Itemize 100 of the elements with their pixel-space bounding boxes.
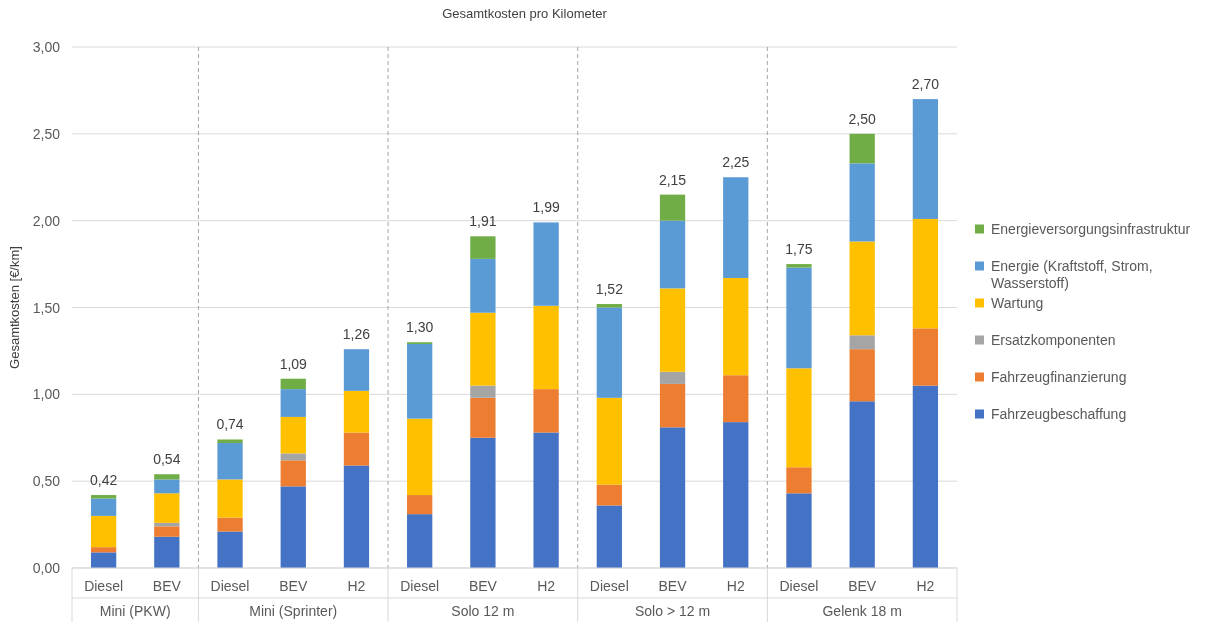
bar — [470, 385, 496, 398]
bar — [786, 467, 812, 494]
y-tick-label: 3,00 — [32, 39, 61, 55]
bar — [90, 498, 117, 516]
total-label: 1,91 — [469, 213, 497, 230]
bar — [217, 531, 243, 568]
bar — [90, 495, 117, 499]
bar — [912, 99, 939, 219]
bar — [470, 312, 496, 386]
x-tick-label: BEV — [658, 578, 688, 594]
bar — [596, 505, 622, 568]
bar — [786, 264, 812, 268]
bar — [533, 305, 559, 390]
bar — [849, 349, 875, 402]
bar — [849, 133, 875, 164]
bar — [723, 277, 749, 376]
total-label: 0,74 — [216, 416, 244, 433]
bar — [343, 432, 370, 466]
legend-label: Fahrzeugfinanzierung — [991, 368, 1127, 385]
total-label: 2,70 — [911, 76, 940, 93]
text: Solo > 12 m — [634, 603, 711, 619]
bar — [407, 514, 433, 568]
bar — [659, 194, 686, 221]
x-tick-label: H2 — [726, 578, 745, 594]
bar — [533, 389, 559, 433]
x-tick-label: BEV — [152, 578, 182, 594]
legend-label: Ersatzkomponenten — [991, 331, 1116, 348]
total-label: 1,99 — [532, 199, 560, 216]
bar — [912, 328, 939, 386]
x-tick-label: H2 — [537, 578, 556, 594]
bar — [659, 371, 686, 384]
bar — [343, 390, 370, 433]
bar — [723, 422, 749, 568]
x-tick-label: Diesel — [400, 578, 440, 594]
bar — [407, 343, 433, 419]
bar — [849, 335, 875, 350]
text: Mini (Sprinter) — [249, 603, 338, 619]
x-tick-label: Diesel — [210, 578, 250, 594]
bar — [90, 547, 117, 553]
y-tick-label: 1,50 — [32, 299, 61, 316]
bar — [849, 241, 875, 336]
bar — [280, 453, 306, 461]
bar — [596, 484, 622, 506]
total-label: 1,26 — [342, 326, 371, 343]
bar — [407, 495, 433, 515]
total-label: 0,42 — [89, 472, 118, 489]
x-tick-label: H2 — [347, 578, 366, 594]
bar — [596, 307, 622, 398]
bar — [533, 222, 559, 306]
bar — [217, 439, 243, 443]
bar — [90, 552, 117, 568]
y-tick-label: 0,50 — [32, 473, 61, 490]
bar — [280, 416, 306, 454]
bar — [280, 460, 306, 487]
bar — [912, 218, 939, 329]
chart-title: Gesamtkosten pro Kilometer — [442, 6, 608, 21]
bar — [217, 517, 243, 532]
bar — [343, 465, 370, 568]
bar — [533, 432, 559, 568]
total-label: 0,54 — [153, 451, 181, 468]
bar — [786, 267, 812, 369]
x-tick-label: BEV — [279, 578, 308, 594]
bar — [723, 375, 749, 423]
x-tick-label: Diesel — [589, 578, 629, 594]
bar — [723, 177, 749, 278]
total-label: 2,25 — [722, 154, 750, 171]
bar — [786, 493, 812, 568]
bar — [659, 288, 686, 372]
bar — [470, 437, 496, 568]
total-label: 1,52 — [595, 281, 624, 298]
bar — [217, 442, 243, 480]
text: Mini (PKW) — [99, 603, 171, 619]
x-tick-label: BEV — [468, 578, 498, 594]
x-tick-label: Diesel — [84, 578, 124, 594]
bar — [849, 163, 875, 242]
bar — [659, 427, 686, 568]
total-label: 1,30 — [406, 319, 434, 336]
x-tick-label: H2 — [916, 578, 935, 594]
y-tick-label: 1,00 — [32, 386, 61, 403]
y-tick-label: 0,00 — [32, 560, 61, 576]
total-label: 2,50 — [848, 110, 877, 127]
x-tick-label: Diesel — [779, 578, 819, 594]
bar — [280, 389, 306, 417]
bar — [659, 220, 686, 289]
bar — [280, 378, 306, 390]
bar — [154, 474, 180, 480]
y-tick-label: 2,50 — [32, 125, 61, 142]
bar — [596, 304, 622, 308]
bar — [154, 536, 180, 568]
total-label: 1,75 — [785, 241, 813, 258]
text: Solo 12 m — [451, 603, 515, 619]
bar — [470, 397, 496, 438]
legend-label: Fahrzeugbeschaffung — [991, 405, 1127, 422]
bar — [470, 258, 496, 313]
y-tick-label: 2,00 — [32, 212, 61, 229]
legend-label: Energie (Kraftstoff, Strom, Wasserstoff) — [991, 257, 1153, 291]
text: Gelenk 18 m — [822, 603, 902, 619]
legend-label: Wartung — [991, 294, 1044, 311]
bar — [154, 526, 180, 537]
bar — [407, 418, 433, 496]
